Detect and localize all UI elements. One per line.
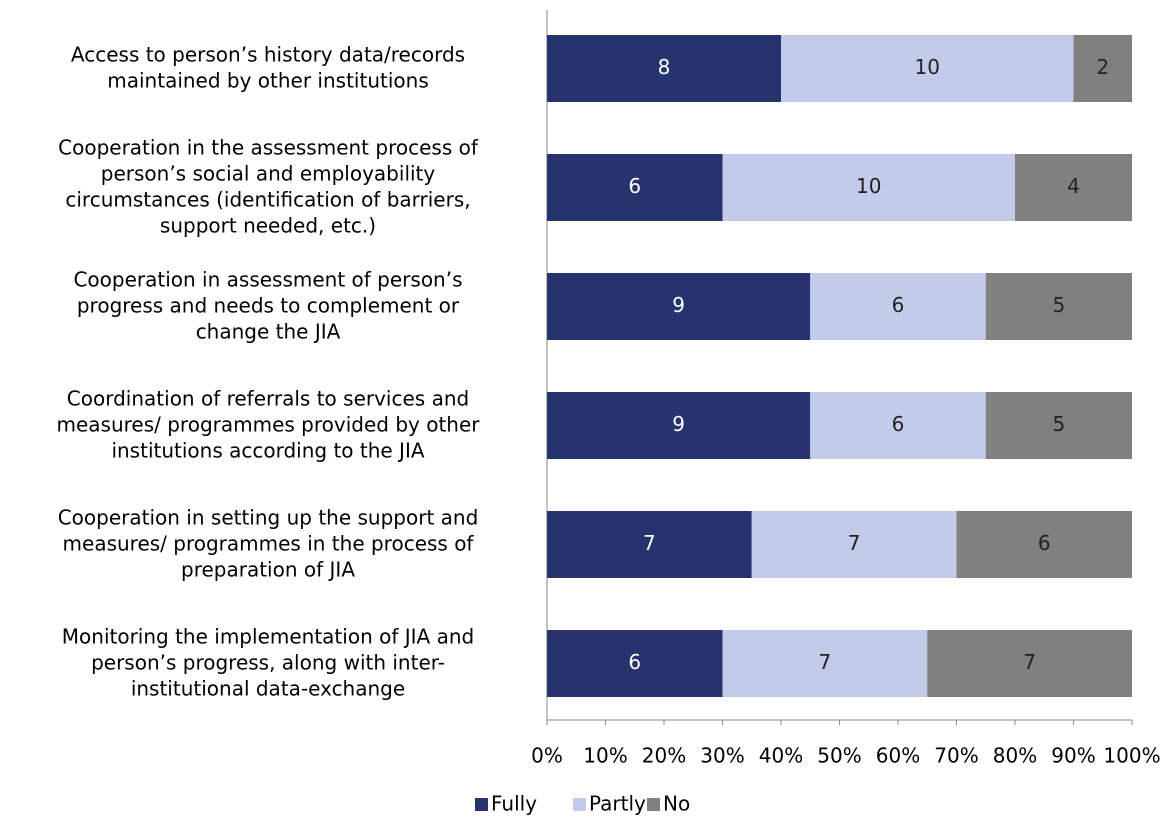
data-label: 6 (1038, 531, 1051, 555)
data-label: 5 (1053, 293, 1066, 317)
legend-label: Partly (589, 792, 646, 816)
legend-label: Fully (491, 792, 537, 816)
bar-segment (985, 392, 1132, 459)
x-tick-label: 100% (1103, 744, 1160, 768)
bar-segment (722, 154, 1015, 221)
data-label: 7 (819, 650, 832, 674)
x-tick-label: 20% (642, 744, 686, 768)
bar-segment (547, 273, 811, 340)
x-tick-label: 0% (531, 744, 563, 768)
legend-label: No (663, 792, 690, 816)
data-label: 10 (856, 174, 881, 198)
data-label: 6 (628, 174, 641, 198)
category-label: Access to person’s history data/records m… (71, 42, 465, 92)
x-tick-label: 70% (934, 744, 978, 768)
bar-segment (547, 392, 811, 459)
bar-segment (547, 630, 723, 697)
data-label: 6 (628, 650, 641, 674)
data-label: 7 (848, 531, 861, 555)
data-label: 10 (915, 55, 940, 79)
data-label: 8 (658, 55, 671, 79)
category-label: Cooperation in setting up the support an… (58, 505, 479, 581)
bar-segment (1073, 35, 1132, 102)
bar-segment (956, 511, 1132, 578)
category-label: Cooperation in assessment of person’s pro… (73, 267, 462, 343)
bar-segment (810, 273, 986, 340)
data-label: 6 (892, 293, 905, 317)
bar-segment (810, 392, 986, 459)
x-tick-label: 30% (700, 744, 744, 768)
bar-segment (781, 35, 1074, 102)
x-tick-label: 40% (759, 744, 803, 768)
data-label: 5 (1053, 412, 1066, 436)
x-tick-label: 60% (876, 744, 920, 768)
data-label: 6 (892, 412, 905, 436)
bar-segment (547, 35, 781, 102)
bar-segment (985, 273, 1132, 340)
x-tick-label: 80% (993, 744, 1037, 768)
x-tick-label: 10% (583, 744, 627, 768)
legend-swatch (573, 798, 586, 811)
bar-segment (927, 630, 1132, 697)
bar-segment (547, 154, 723, 221)
x-tick-label: 50% (817, 744, 861, 768)
category-label: Monitoring the implementation of JIA and… (62, 624, 474, 700)
data-label: 2 (1096, 55, 1109, 79)
x-tick-label: 90% (1051, 744, 1095, 768)
legend-swatch (475, 798, 488, 811)
bar-segment (547, 511, 752, 578)
bar-segment (1015, 154, 1132, 221)
data-label: 7 (643, 531, 656, 555)
data-label: 9 (672, 293, 685, 317)
data-label: 4 (1067, 174, 1080, 198)
bar-segment (722, 630, 928, 697)
legend-swatch (647, 798, 660, 811)
category-label: Coordination of referrals to services an… (56, 386, 480, 462)
bar-segment (751, 511, 957, 578)
data-label: 7 (1023, 650, 1036, 674)
data-label: 9 (672, 412, 685, 436)
category-label: Cooperation in the assessment process of… (58, 135, 479, 237)
